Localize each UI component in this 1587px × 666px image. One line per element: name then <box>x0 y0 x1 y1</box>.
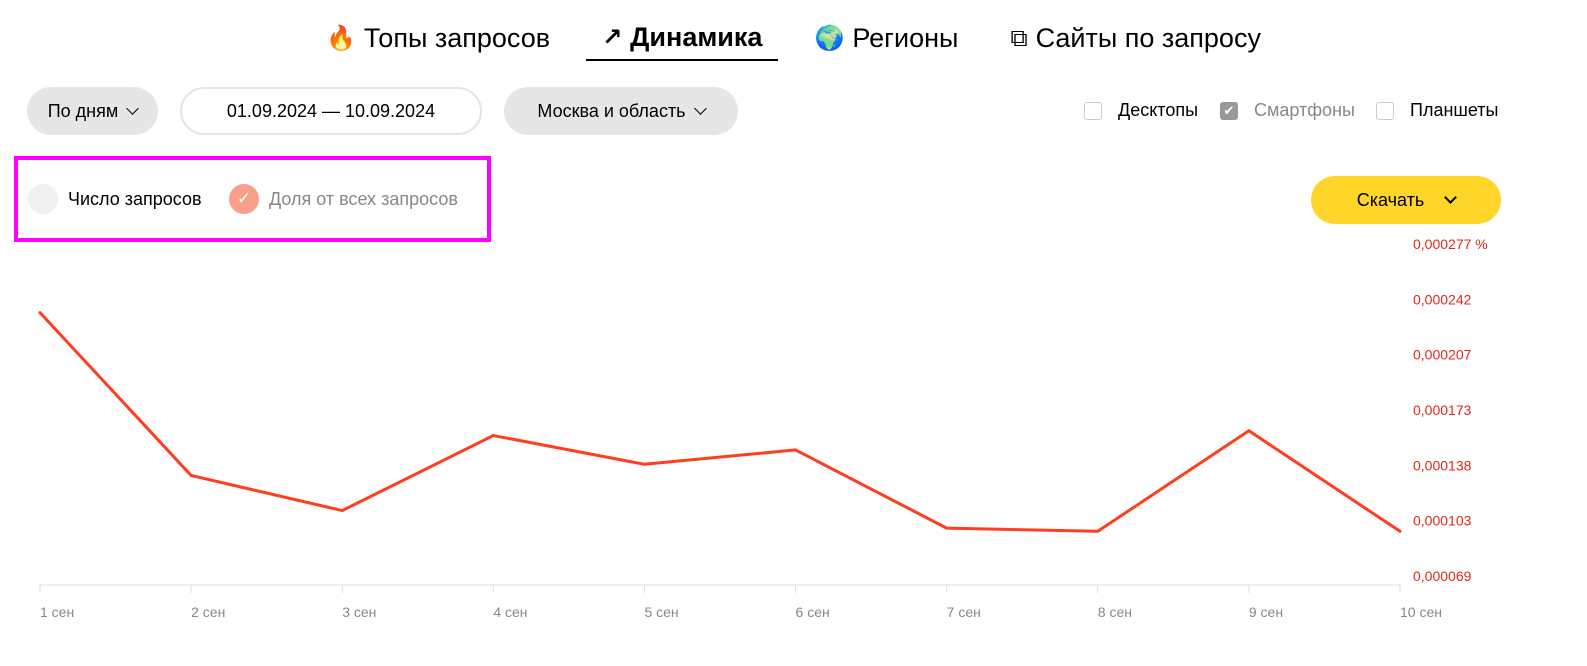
x-tick-label: 6 сен <box>796 604 830 620</box>
y-tick-label: 0,000103 <box>1413 513 1472 529</box>
tab-tops[interactable]: 🔥 Топы запросов <box>326 23 551 53</box>
external-link-icon: ⧉ <box>1010 24 1028 52</box>
legend-share[interactable]: ✓ Доля от всех запросов <box>229 184 458 214</box>
tabs: 🔥 Топы запросов ↗ Динамика 🌍 Регионы ⧉ Сайты… <box>0 22 1587 61</box>
y-tick-label: 0,000207 <box>1413 347 1472 363</box>
y-tick-label: 0,000173 <box>1413 402 1472 418</box>
globe-icon: 🌍 <box>814 25 845 52</box>
data-point <box>340 509 344 513</box>
data-point <box>1398 529 1402 533</box>
data-point <box>491 434 495 438</box>
checkbox-icon <box>1376 101 1394 120</box>
legend-count[interactable]: Число запросов <box>28 184 202 214</box>
date-range-picker[interactable]: 01.09.2024 — 10.09.2024 <box>180 87 482 135</box>
x-tick-label: 9 сен <box>1249 604 1283 620</box>
data-point <box>794 448 798 452</box>
y-tick-label: 0,000277 % <box>1413 236 1488 252</box>
highlight-box <box>14 156 491 242</box>
checkmark-icon: ✔ <box>1220 101 1238 120</box>
checkbox-tablets[interactable]: Планшеты <box>1376 100 1498 121</box>
data-point <box>38 311 42 315</box>
fire-icon: 🔥 <box>326 25 356 52</box>
x-tick-label: 1 сен <box>40 604 74 620</box>
x-tick-label: 8 сен <box>1098 604 1132 620</box>
x-tick-label: 10 сен <box>1400 604 1442 620</box>
series-line <box>38 311 1401 533</box>
trend-up-icon: ↗ <box>602 24 623 51</box>
data-point <box>1096 529 1100 533</box>
download-button[interactable]: Скачать <box>1311 176 1501 224</box>
y-tick-label: 0,000242 <box>1413 291 1472 307</box>
data-point <box>642 462 646 466</box>
data-point <box>945 526 949 530</box>
x-tick-label: 4 сен <box>493 604 527 620</box>
y-tick-label: 0,000069 <box>1413 568 1472 584</box>
data-point <box>1247 429 1251 433</box>
x-tick-label: 2 сен <box>191 604 225 620</box>
tab-sites[interactable]: ⧉ Сайты по запросу <box>1010 23 1261 53</box>
checkmark-icon: ✓ <box>229 184 259 214</box>
checkbox-smartphones[interactable]: ✔ Смартфоны <box>1220 100 1355 121</box>
tab-dynamics[interactable]: ↗ Динамика <box>586 22 779 61</box>
region-select[interactable]: Москва и область <box>504 87 738 135</box>
checkbox-icon <box>1084 101 1102 120</box>
checkbox-desktop[interactable]: Десктопы <box>1084 100 1198 121</box>
x-tick-label: 3 сен <box>342 604 376 620</box>
data-point <box>189 473 193 477</box>
x-tick-label: 5 сен <box>644 604 678 620</box>
radio-icon <box>28 184 58 214</box>
tab-regions[interactable]: 🌍 Регионы <box>814 23 959 53</box>
y-tick-label: 0,000138 <box>1413 457 1472 473</box>
x-tick-label: 7 сен <box>947 604 981 620</box>
period-select[interactable]: По дням <box>27 87 158 135</box>
